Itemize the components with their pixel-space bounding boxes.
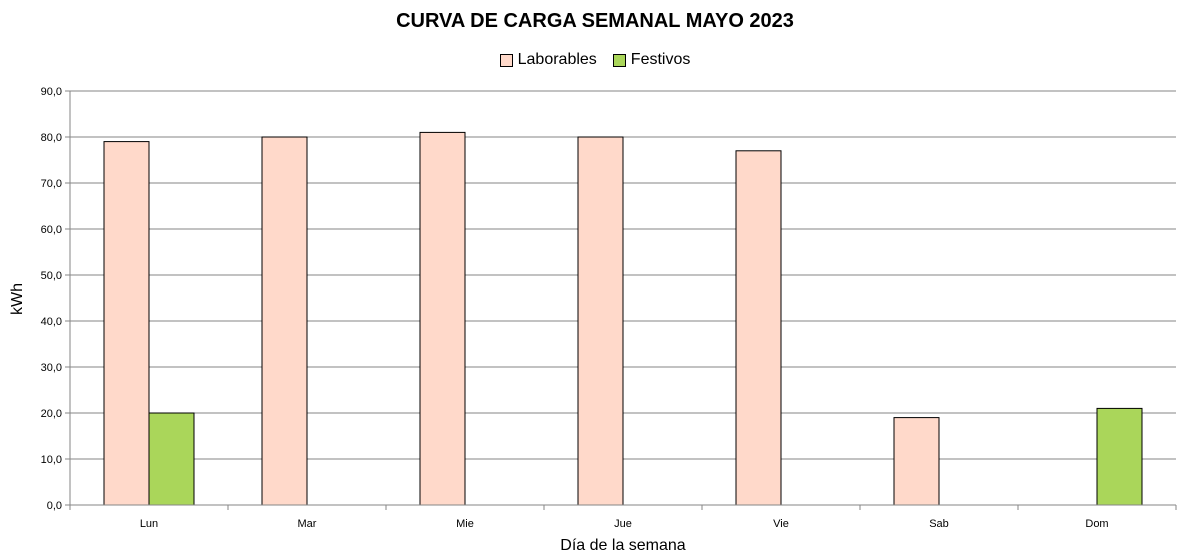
y-axis-label: kWh (9, 283, 26, 315)
x-tick-label: Mar (298, 518, 317, 530)
bar-laborables-mie (419, 131, 466, 506)
chart-title: CURVA DE CARGA SEMANAL MAYO 2023 (396, 10, 794, 32)
bar-laborables-jue (577, 136, 624, 506)
bar-laborables-lun (103, 141, 150, 506)
bar-laborables-mar (261, 136, 308, 506)
y-tick-label: 0,0 (47, 500, 62, 512)
y-tick-label: 90,0 (41, 86, 62, 98)
bar-laborables-sab (893, 417, 940, 506)
y-tick-label: 40,0 (41, 316, 62, 328)
x-tick-label: Lun (140, 518, 158, 530)
y-tick-label: 20,0 (41, 408, 62, 420)
y-tick-label: 10,0 (41, 454, 62, 466)
y-tick-label: 30,0 (41, 362, 62, 374)
legend-swatch-festivos (612, 53, 626, 67)
y-tick-label: 70,0 (41, 178, 62, 190)
x-tick-label: Dom (1085, 518, 1108, 530)
legend-item-festivos: Festivos (612, 51, 691, 69)
x-tick-label: Mie (456, 518, 474, 530)
legend-label-laborables: Laborables (517, 51, 597, 68)
bar-laborables-vie (735, 150, 782, 506)
y-tick-label: 80,0 (41, 132, 62, 144)
y-tick-label: 50,0 (41, 270, 62, 282)
bar-festivos-lun (148, 412, 195, 506)
legend-label-festivos: Festivos (630, 51, 691, 68)
y-tick-label: 60,0 (41, 224, 62, 236)
legend-swatch-laborables (499, 53, 513, 67)
x-tick-label: Vie (773, 518, 789, 530)
x-tick-label: Jue (614, 518, 632, 530)
legend: Laborables Festivos (0, 51, 1190, 69)
x-tick-label: Sab (929, 518, 949, 530)
x-axis-label: Día de la semana (560, 537, 686, 554)
legend-item-laborables: Laborables (499, 51, 597, 69)
bar-festivos-dom (1096, 407, 1143, 506)
